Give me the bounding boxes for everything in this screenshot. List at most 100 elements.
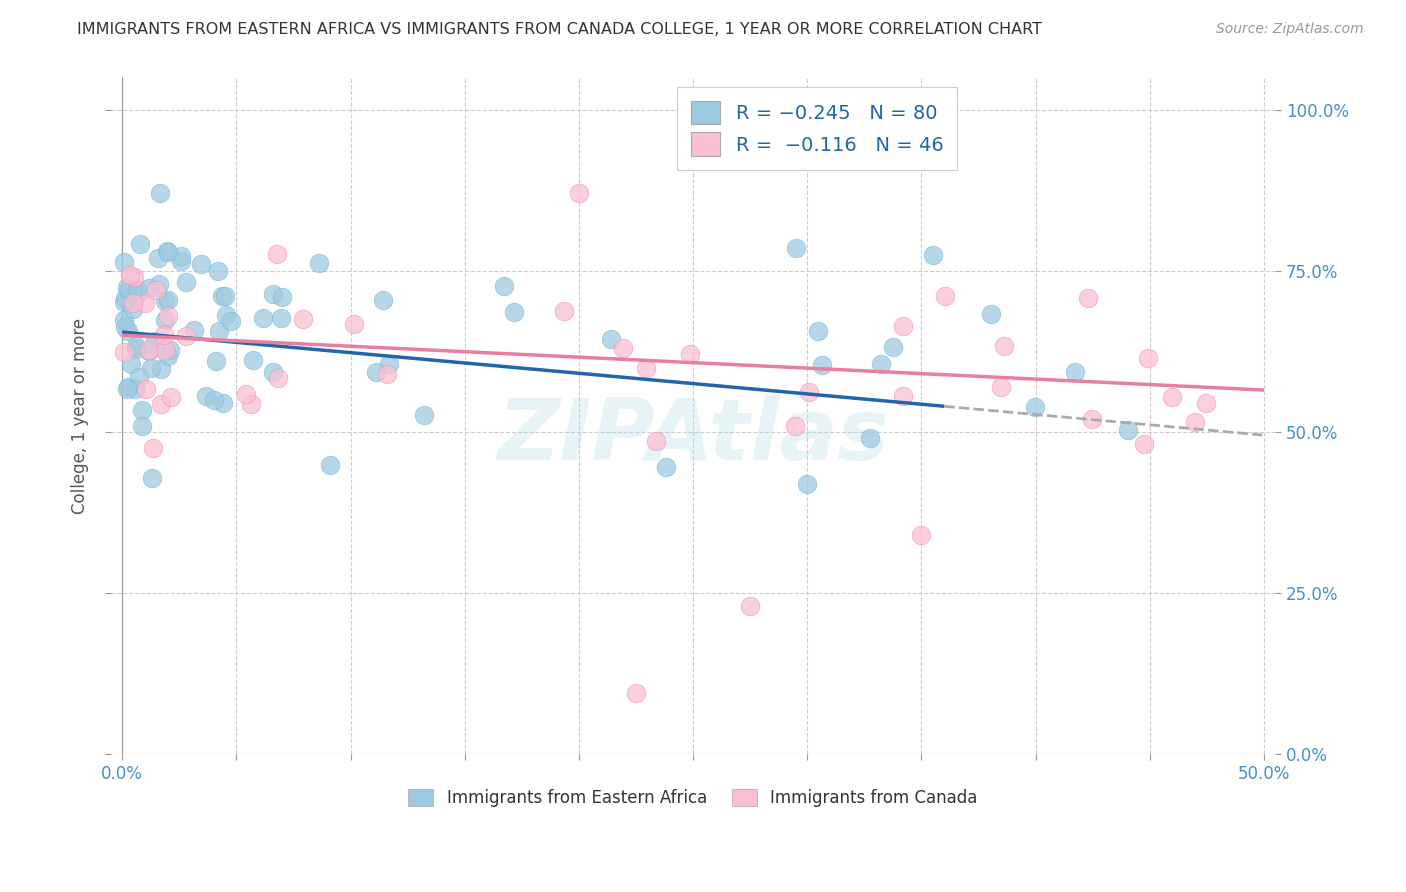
Point [219,313,242,327]
Point [807,324,830,338]
Point [343,317,366,331]
Point [207,263,229,277]
Point [634,360,657,375]
Point [893,389,915,403]
Point [205,354,228,368]
Point [1161,390,1184,404]
Point [195,389,218,403]
Point [934,288,956,302]
Point [758,112,780,127]
Point [128,236,150,251]
Point [190,257,212,271]
Point [266,247,288,261]
Point [990,380,1012,394]
Point [114,312,136,326]
Point [869,357,891,371]
Point [174,276,197,290]
Point [138,281,160,295]
Point [568,186,591,201]
Point [128,369,150,384]
Point [114,294,136,309]
Point [125,342,148,356]
Point [980,307,1002,321]
Point [153,293,176,308]
Point [1024,401,1046,415]
Point [176,329,198,343]
Legend: Immigrants from Eastern Africa, Immigrants from Canada: Immigrants from Eastern Africa, Immigran… [402,782,984,814]
Point [117,324,139,338]
Point [114,344,136,359]
Point [262,365,284,379]
Point [740,599,762,613]
Point [796,476,818,491]
Point [494,279,516,293]
Point [131,403,153,417]
Point [159,343,181,358]
Point [1133,437,1156,451]
Point [150,397,173,411]
Point [291,311,314,326]
Point [413,408,436,422]
Point [138,344,160,359]
Point [157,349,180,363]
Point [624,686,647,700]
Point [882,340,904,354]
Point [141,471,163,485]
Point [153,343,176,358]
Point [252,310,274,325]
Point [921,248,943,262]
Point [156,244,179,259]
Point [1081,412,1104,426]
Point [211,396,233,410]
Point [271,290,294,304]
Point [262,287,284,301]
Point [202,392,225,407]
Point [1064,365,1087,379]
Point [599,332,621,346]
Point [156,244,179,258]
Point [121,302,143,317]
Point [124,382,146,396]
Point [125,338,148,352]
Point [799,385,821,400]
Point [214,289,236,303]
Point [135,382,157,396]
Point [114,292,136,306]
Point [157,293,180,308]
Point [270,311,292,326]
Point [375,367,398,381]
Point [115,279,138,293]
Point [131,418,153,433]
Point [145,283,167,297]
Point [122,296,145,310]
Point [266,371,288,385]
Point [208,324,231,338]
Point [122,270,145,285]
Point [148,277,170,291]
Point [1077,291,1099,305]
Point [183,323,205,337]
Point [910,528,932,542]
Point [1116,423,1139,437]
Point [503,305,526,319]
Point [308,255,330,269]
Point [211,289,233,303]
Point [785,241,807,255]
Point [146,252,169,266]
Point [143,334,166,349]
Point [242,353,264,368]
Point [153,312,176,326]
Point [235,387,257,401]
Point [170,253,193,268]
Point [117,380,139,394]
Point [654,460,676,475]
Point [142,441,165,455]
Point [1137,351,1160,365]
Text: Source: ZipAtlas.com: Source: ZipAtlas.com [1216,22,1364,37]
Point [125,287,148,301]
Point [239,397,262,411]
Point [319,458,342,473]
Point [120,268,142,283]
Point [1195,396,1218,410]
Point [139,361,162,376]
